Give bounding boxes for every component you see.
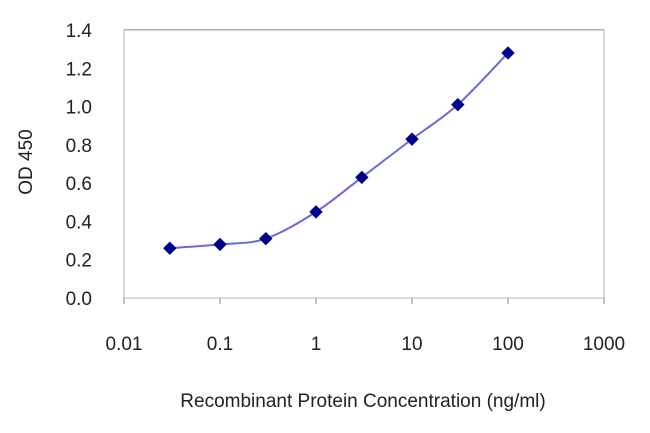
y-tick-label: 0.6 — [66, 174, 92, 195]
y-tick-label: 1.4 — [66, 21, 93, 42]
x-tick-labels: 0.01 0.1 1 10 100 1000 — [106, 334, 626, 355]
data-point — [259, 231, 273, 246]
data-point — [405, 132, 419, 146]
x-tick-label: 0.1 — [207, 334, 233, 355]
data-point — [355, 170, 369, 185]
data-point — [451, 97, 465, 112]
x-tick-label: 1000 — [583, 334, 625, 355]
y-tick-label: 0.0 — [66, 289, 92, 310]
y-tick-label: 0.4 — [66, 212, 93, 233]
data-point — [163, 241, 177, 255]
y-tick-label: 1.0 — [66, 98, 92, 119]
y-tick-labels: 0.0 0.2 0.4 0.6 0.8 1.0 1.2 1.4 — [66, 21, 93, 310]
plot-area — [124, 30, 604, 298]
x-tick-label: 10 — [401, 334, 422, 355]
x-axis-label: Recombinant Protein Concentration (ng/ml… — [180, 391, 545, 412]
y-tick-label: 1.2 — [66, 59, 92, 80]
data-point — [501, 46, 515, 60]
x-tick-label: 0.01 — [106, 334, 143, 355]
y-axis-label: OD 450 — [16, 129, 37, 194]
data-markers — [163, 46, 515, 255]
y-tick-label: 0.2 — [66, 251, 92, 272]
x-tick-label: 100 — [492, 334, 524, 355]
y-tick-label: 0.8 — [66, 136, 92, 157]
data-point — [213, 237, 227, 252]
x-tick-label: 1 — [311, 334, 322, 355]
data-point — [309, 205, 323, 219]
plot-frame — [123, 29, 605, 304]
